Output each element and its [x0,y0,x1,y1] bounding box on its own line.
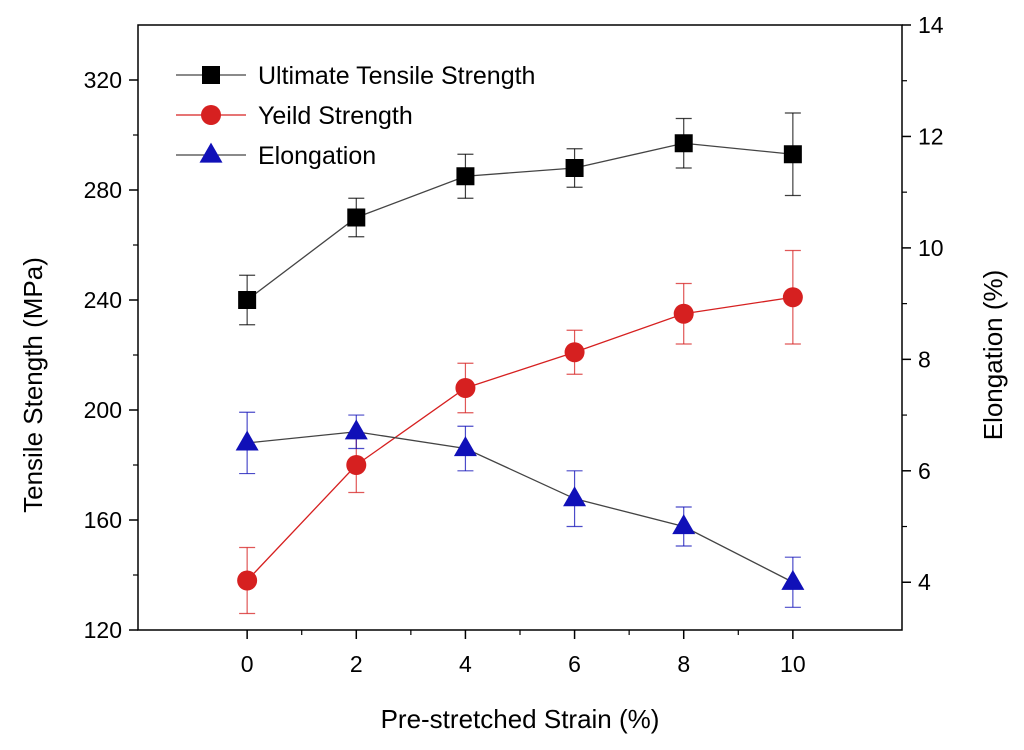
x-tick-label: 0 [241,651,254,677]
y-axis-right-ticks: 4 6 8 10 12 14 [902,12,944,595]
legend-label-uts: Ultimate Tensile Strength [258,62,535,90]
legend-marker-elongation [199,142,223,163]
y-axis-left-title: Tensile Stength (MPa) [18,257,48,513]
uts-point [347,208,366,227]
y-axis-left-ticks: 120 160 200 240 280 320 [84,67,138,643]
y2-tick-label: 12 [918,123,944,149]
y-tick-label: 160 [84,507,122,533]
legend: Ultimate Tensile Strength Yeild Strength E… [176,62,535,170]
legend-label-yield: Yeild Strength [258,102,413,130]
yield-point [346,455,367,475]
uts-point [783,145,802,164]
legend-label-elongation: Elongation [258,142,376,170]
yield-point [782,287,803,308]
legend-marker-yield [201,105,221,125]
legend-item-yield: Yeild Strength [176,102,413,130]
uts-line [246,142,793,301]
series-yield [237,249,803,615]
uts-point [238,291,257,309]
x-tick-label: 8 [677,651,690,677]
y2-tick-label: 4 [918,569,931,595]
yield-point [237,570,258,591]
x-axis-title: Pre-stretched Strain (%) [381,704,660,734]
y-tick-label: 120 [84,617,122,643]
y2-tick-label: 10 [918,235,944,261]
legend-item-uts: Ultimate Tensile Strength [176,62,535,90]
y2-tick-label: 6 [918,458,931,484]
legend-item-elongation: Elongation [176,142,376,170]
series-uts [238,112,802,326]
uts-point [456,167,475,186]
x-tick-label: 10 [780,651,806,677]
y2-tick-label: 14 [918,12,944,38]
series-layer [235,112,805,615]
y-tick-label: 320 [84,67,122,93]
series-elongation [235,411,805,608]
plot-frame [137,24,903,631]
elongation-point [344,419,368,440]
yield-point [564,342,585,363]
yield-line [246,296,793,581]
elongation-line [247,431,794,583]
uts-point [674,134,693,153]
y-axis-right-title: Elongation (%) [978,270,1008,441]
x-axis-ticks: 0 2 4 6 8 10 [241,630,806,677]
elongation-point [235,430,259,451]
x-tick-label: 2 [350,651,363,677]
y-tick-label: 240 [84,287,122,313]
x-tick-label: 4 [459,651,472,677]
elongation-point [563,486,587,507]
y-tick-label: 280 [84,177,122,203]
y2-tick-label: 8 [918,346,931,372]
elongation-point [781,569,805,590]
legend-marker-uts [202,66,220,84]
y-tick-label: 200 [84,397,122,423]
x-tick-label: 6 [568,651,581,677]
elongation-point [672,514,696,535]
yield-point [673,303,694,324]
yield-point [455,378,476,398]
elongation-point [453,436,477,457]
uts-point [565,159,584,177]
